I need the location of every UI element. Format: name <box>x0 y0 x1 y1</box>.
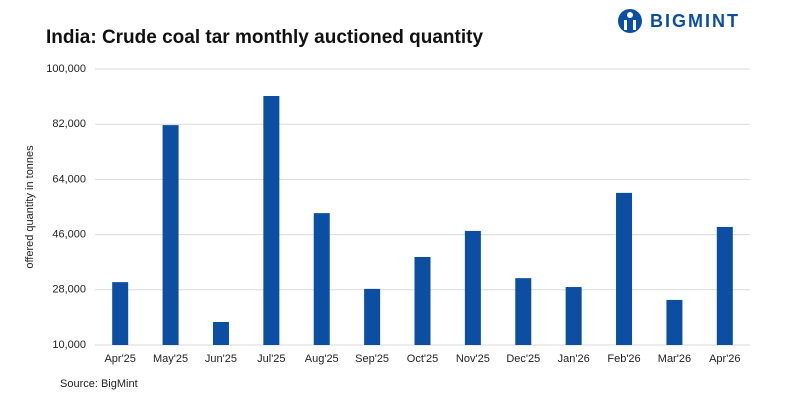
bar <box>716 226 733 345</box>
bar <box>263 95 280 345</box>
bar <box>616 192 633 345</box>
y-tick-label: 10,000 <box>52 339 86 351</box>
y-tick-label: 46,000 <box>52 229 86 241</box>
bar <box>364 288 381 345</box>
x-tick-label: Jan'26 <box>558 353 590 365</box>
logo-icon-bar <box>624 20 627 30</box>
logo-icon-bar <box>633 20 636 30</box>
bar <box>112 282 129 345</box>
y-tick-label: 100,000 <box>46 63 86 75</box>
x-tick-label: Mar'26 <box>658 353 691 365</box>
x-tick-label: Apr'25 <box>104 353 135 365</box>
x-tick-label: Jul'25 <box>257 353 285 365</box>
bar <box>162 125 179 346</box>
y-tick-label: 28,000 <box>52 284 86 296</box>
bar <box>565 287 582 345</box>
bar <box>515 278 532 345</box>
bar <box>212 322 229 345</box>
logo-icon-dot <box>627 12 633 18</box>
x-tick-label: Sep'25 <box>355 353 389 365</box>
logo: BIGMINT <box>618 9 740 33</box>
chart-title: India: Crude coal tar monthly auctioned … <box>46 27 483 48</box>
y-axis-label: offered quantity in tonnes <box>24 145 36 269</box>
bar <box>666 299 683 345</box>
x-tick-label: Jun'25 <box>205 353 237 365</box>
logo-text: BIGMINT <box>650 11 740 31</box>
x-tick-label: Oct'25 <box>407 353 438 365</box>
bar <box>313 213 330 345</box>
bar <box>414 256 431 345</box>
x-tick-label: Dec'25 <box>506 353 540 365</box>
bar <box>464 230 481 345</box>
x-tick-label: Nov'25 <box>456 353 490 365</box>
x-tick-label: Apr'26 <box>709 353 740 365</box>
x-tick-label: Feb'26 <box>607 353 640 365</box>
y-tick-label: 64,000 <box>52 173 86 185</box>
x-tick-label: Aug'25 <box>305 353 339 365</box>
y-tick-label: 82,000 <box>52 118 86 130</box>
source: Source: BigMint <box>60 378 138 390</box>
x-tick-label: May'25 <box>153 353 188 365</box>
